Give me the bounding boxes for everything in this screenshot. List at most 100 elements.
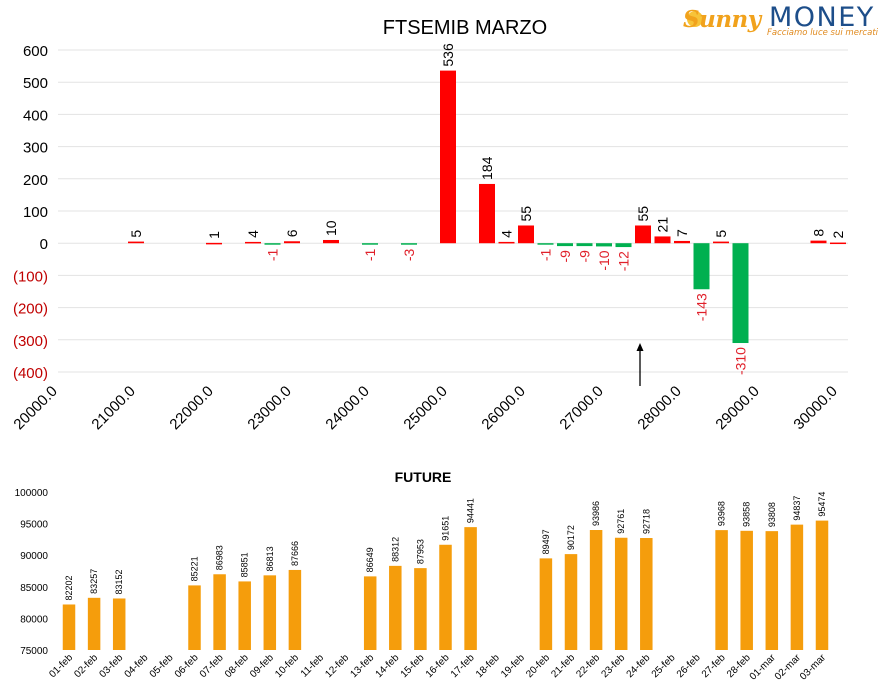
bar-data-label: 6 <box>284 229 300 237</box>
bar <box>576 243 593 247</box>
x-tick-label: 21-feb <box>549 652 577 680</box>
x-tick-label: 25000.0 <box>400 383 450 433</box>
x-tick-label: 01-feb <box>47 652 75 680</box>
x-tick-label: 08-feb <box>223 652 251 680</box>
x-tick-label: 12-feb <box>323 652 351 680</box>
y-tick-label: (300) <box>13 333 48 350</box>
bar-data-label: -1 <box>265 248 281 261</box>
x-tick-label: 14-feb <box>374 652 402 680</box>
bar-data-label: 88312 <box>390 537 400 562</box>
bar <box>389 565 402 650</box>
x-tick-label: 05-feb <box>148 652 176 680</box>
y-tick-label: 200 <box>23 172 48 189</box>
bar <box>810 240 827 244</box>
bar-data-label: -143 <box>694 293 710 321</box>
bar <box>206 242 222 245</box>
bar-data-label: 89497 <box>541 529 551 554</box>
y-tick-label: 100000 <box>15 488 49 499</box>
x-tick-label: 20000.0 <box>10 383 60 433</box>
bar <box>128 241 144 244</box>
bar-data-label: 55 <box>635 206 651 222</box>
y-tick-label: 0 <box>40 236 48 253</box>
bar-data-label: -3 <box>401 248 417 261</box>
x-tick-label: 03-feb <box>97 652 125 680</box>
bar <box>732 243 749 344</box>
bar-data-label: 85221 <box>190 556 200 581</box>
y-tick-label: 300 <box>23 140 48 157</box>
sun-icon <box>687 11 703 27</box>
bar-data-label: -9 <box>577 250 593 263</box>
x-tick-label: 09-feb <box>248 652 276 680</box>
bar <box>765 531 779 650</box>
x-tick-label: 20-feb <box>524 652 552 680</box>
bar <box>288 569 302 650</box>
x-tick-label: 22000.0 <box>166 383 216 433</box>
bar <box>323 239 339 244</box>
bar-data-label: -12 <box>616 251 632 271</box>
bar-data-label: 86649 <box>365 547 375 572</box>
bar <box>238 581 251 650</box>
x-tick-label: 04-feb <box>123 652 151 680</box>
bar-data-label: 184 <box>479 156 495 180</box>
bar-data-label: 86813 <box>265 546 275 571</box>
bar-data-label: 86983 <box>215 545 225 570</box>
y-tick-label: 400 <box>23 107 48 124</box>
x-tick-label: 27-feb <box>700 652 728 680</box>
bar <box>596 243 612 247</box>
bar-data-label: 55 <box>518 206 534 222</box>
arrow-head-icon <box>636 343 644 351</box>
bar <box>213 574 226 650</box>
bar-data-label: 10 <box>323 220 339 236</box>
x-tick-label: 13-feb <box>348 652 376 680</box>
bar <box>557 243 573 247</box>
bar <box>440 70 456 244</box>
ftsemib-strike-chart: FTSEMIB MARZO 600 500 400 300 200 100 0 (100) (20… <box>10 17 848 433</box>
bar <box>87 597 101 650</box>
bar <box>464 527 477 650</box>
y-tick-label: 100 <box>23 204 48 221</box>
bar-data-label: 7 <box>674 229 690 237</box>
bar-data-label: 92718 <box>641 509 651 534</box>
bar <box>362 243 378 245</box>
y-tick-label: 85000 <box>20 583 48 594</box>
bar <box>640 538 653 650</box>
x-tick-label: 15-feb <box>399 652 427 680</box>
bar-data-label: -10 <box>596 250 612 270</box>
y-tick-label: (100) <box>13 268 48 285</box>
bar <box>693 243 710 290</box>
bar <box>564 554 578 650</box>
bar <box>414 568 427 650</box>
y-tick-label: 80000 <box>20 614 48 625</box>
bar-data-label: 83257 <box>89 569 99 594</box>
bar <box>518 225 534 244</box>
bar <box>439 544 452 650</box>
bar <box>815 520 829 650</box>
bar <box>713 241 729 244</box>
bar-data-label: 4 <box>245 230 261 238</box>
bar-data-label: 94441 <box>466 498 476 523</box>
x-tick-label: 24000.0 <box>322 383 372 433</box>
bar <box>188 585 201 650</box>
x-tick-label: 30000.0 <box>790 383 840 433</box>
bar <box>740 530 753 650</box>
bar <box>615 243 632 248</box>
bar <box>264 243 281 245</box>
x-tick-label: 17-feb <box>449 652 477 680</box>
x-tick-label: 11-feb <box>299 652 327 680</box>
bar-data-label: -1 <box>362 248 378 261</box>
bar <box>537 243 554 245</box>
bar <box>614 537 628 650</box>
bar-data-label: 5 <box>713 230 729 238</box>
bar-data-label: 21 <box>655 217 671 233</box>
x-tick-label: 19-feb <box>499 652 527 680</box>
logo-brand-right: MONEY <box>769 2 875 33</box>
x-tick-label: 18-feb <box>474 652 502 680</box>
bar-data-label: 85851 <box>240 552 250 577</box>
x-tick-label: 23-feb <box>599 652 627 680</box>
x-tick-label: 07-feb <box>198 652 226 680</box>
x-tick-label: 24-feb <box>625 652 653 680</box>
x-tick-label: 06-feb <box>173 652 201 680</box>
bar-data-label: 1 <box>206 231 222 239</box>
x-tick-label: 22-feb <box>574 652 602 680</box>
future-price-chart: FUTURE100000950009000085000800007500001-… <box>15 469 829 683</box>
